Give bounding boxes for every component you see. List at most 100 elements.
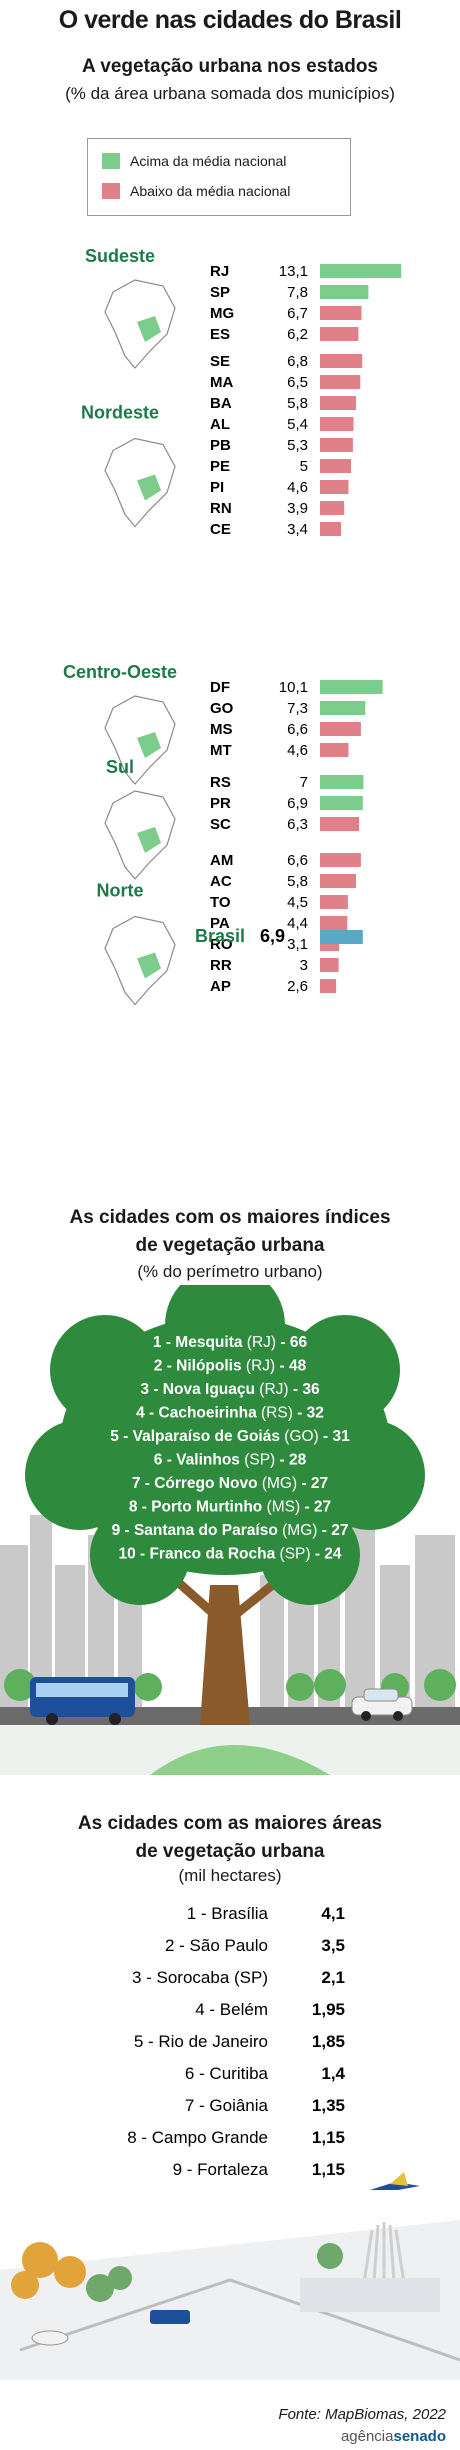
state-code: PR	[210, 795, 231, 812]
top-index-row: 10 - Franco da Rocha (SP) - 24	[118, 1546, 341, 1563]
section2-subtitle: (% do perímetro urbano)	[137, 1262, 323, 1281]
region-label-sudeste: Sudeste	[85, 246, 155, 266]
legend-item-above: Acima da média nacional	[102, 153, 286, 169]
state-code: GO	[210, 700, 234, 717]
state-bar-ma	[320, 375, 361, 389]
tree-canopy-icon	[25, 1285, 425, 1605]
area-row-label: 2 - São Paulo	[165, 1936, 268, 1955]
state-value-label: 6,8	[287, 353, 308, 370]
state-code: RN	[210, 500, 232, 517]
page-title: O verde nas cidades do Brasil	[58, 6, 402, 34]
region-label-sul: Sul	[106, 757, 134, 777]
area-row-value: 1,85	[312, 2032, 345, 2051]
state-bar-sp	[320, 285, 369, 299]
section2-title-line1: As cidades com os maiores índices	[69, 1207, 391, 1228]
region-label-nordeste: Nordeste	[81, 403, 159, 423]
national-average-label: Brasil	[195, 926, 245, 946]
state-bar-to	[320, 895, 348, 909]
state-code: DF	[210, 679, 230, 696]
state-bar-pb	[320, 438, 353, 452]
brazil-map-icon	[104, 915, 176, 1006]
section2-title-line2: de vegetação urbana	[135, 1235, 325, 1256]
state-value-label: 13,1	[279, 263, 308, 280]
city-scene-illustration: 1 - Mesquita (RJ) - 66 2 - Nilópolis (RJ)…	[0, 1285, 460, 1775]
cathedral-icon	[358, 2222, 410, 2311]
brazil-map-icon	[104, 437, 176, 528]
state-bar-ba	[320, 396, 356, 410]
state-code: RR	[210, 957, 232, 974]
state-code: AM	[210, 852, 233, 869]
brazil-map-icon	[104, 695, 176, 785]
state-value-label: 5	[300, 458, 308, 475]
section3-title-line1: As cidades com as maiores áreas	[77, 1813, 383, 1834]
state-value-label: 6,6	[287, 852, 308, 869]
state-bar-al	[320, 417, 354, 431]
state-bar-sc	[320, 817, 360, 831]
area-row-label: 5 - Rio de Janeiro	[134, 2032, 268, 2051]
state-code: SP	[210, 284, 230, 301]
state-code: AL	[210, 416, 230, 433]
legend-label-below: Abaixo da média nacional	[130, 183, 291, 199]
car-icon	[351, 1688, 413, 1721]
state-bar-ap	[320, 979, 337, 993]
top-index-row: 2 - Nilópolis (RJ) - 48	[154, 1358, 307, 1375]
top-index-row: 7 - Córrego Novo (MG) - 27	[132, 1475, 328, 1492]
state-code: PA	[210, 915, 230, 932]
bus-icon	[30, 1677, 135, 1725]
top-index-row: 5 - Valparaíso de Goiás (GO) - 31	[110, 1428, 350, 1445]
ipe-trees-icon	[11, 2242, 86, 2299]
state-bar-go	[320, 701, 366, 715]
state-code: MG	[210, 305, 234, 322]
top-index-row: 1 - Mesquita (RJ) - 66	[153, 1334, 308, 1351]
state-code: SC	[210, 816, 231, 833]
section3-subtitle: (mil hectares)	[178, 1866, 282, 1885]
legend-item-below: Abaixo da média nacional	[102, 183, 290, 199]
state-bar-ms	[320, 722, 361, 736]
area-row-label: 9 - Fortaleza	[173, 2160, 269, 2179]
top-index-row: 4 - Cachoeirinha (RS) - 32	[136, 1405, 324, 1422]
area-row-value: 1,15	[312, 2160, 345, 2179]
area-row-value: 1,95	[312, 2000, 345, 2019]
state-bar-ac	[320, 874, 356, 888]
agencia-senado-logo: agênciasenado	[340, 2428, 446, 2445]
legend-swatch-above	[102, 153, 120, 169]
state-bar-ce	[320, 522, 342, 536]
source-note: Fonte: MapBiomas, 2022	[278, 2406, 446, 2423]
bird-icon	[370, 2172, 420, 2190]
state-code: RS	[210, 774, 231, 791]
area-row-value: 1,15	[312, 2128, 345, 2147]
state-value-label: 5,3	[287, 437, 308, 454]
state-code: BA	[210, 395, 232, 412]
largest-areas-table: 1 - Brasília 4,1 2 - São Paulo 3,5 3 - Soroc…	[127, 1904, 345, 2179]
state-value-label: 6,5	[287, 374, 308, 391]
street-trees-icon	[4, 1669, 456, 1701]
area-row-value: 2,1	[321, 1968, 345, 1987]
region-label-centro-oeste: Centro-Oeste	[63, 662, 177, 682]
state-bar-chart: Sudeste RJ 13,1 SP 7,8 MG 6,7 ES 6,2 Nordeste SE 6,…	[63, 246, 402, 1006]
state-code: MA	[210, 374, 233, 391]
state-value-label: 10,1	[279, 679, 308, 696]
area-row-label: 3 - Sorocaba (SP)	[132, 1968, 268, 1987]
state-code: MT	[210, 742, 232, 759]
legend: Acima da média nacional Abaixo da média …	[87, 138, 351, 216]
area-row-value: 3,5	[321, 1936, 345, 1955]
state-value-label: 3,9	[287, 500, 308, 517]
region-label-norte: Norte	[96, 881, 143, 901]
chart-subtitle: (% da área urbana somada dos municípios)	[65, 84, 395, 103]
area-row-label: 4 - Belém	[195, 2000, 268, 2019]
state-value-label: 6,6	[287, 721, 308, 738]
section3-title-line2: de vegetação urbana	[135, 1841, 325, 1862]
state-value-label: 3,1	[287, 936, 308, 953]
state-code: SE	[210, 353, 230, 370]
state-value-label: 3	[300, 957, 308, 974]
state-value-label: 6,9	[287, 795, 308, 812]
state-code: ES	[210, 326, 230, 343]
state-value-label: 7,3	[287, 700, 308, 717]
legend-label-above: Acima da média nacional	[130, 153, 287, 169]
chart-title: A vegetação urbana nos estados	[81, 56, 378, 77]
state-bar-mt	[320, 743, 349, 757]
state-code: PE	[210, 458, 230, 475]
state-code: RJ	[210, 263, 229, 280]
state-bar-pe	[320, 459, 351, 473]
